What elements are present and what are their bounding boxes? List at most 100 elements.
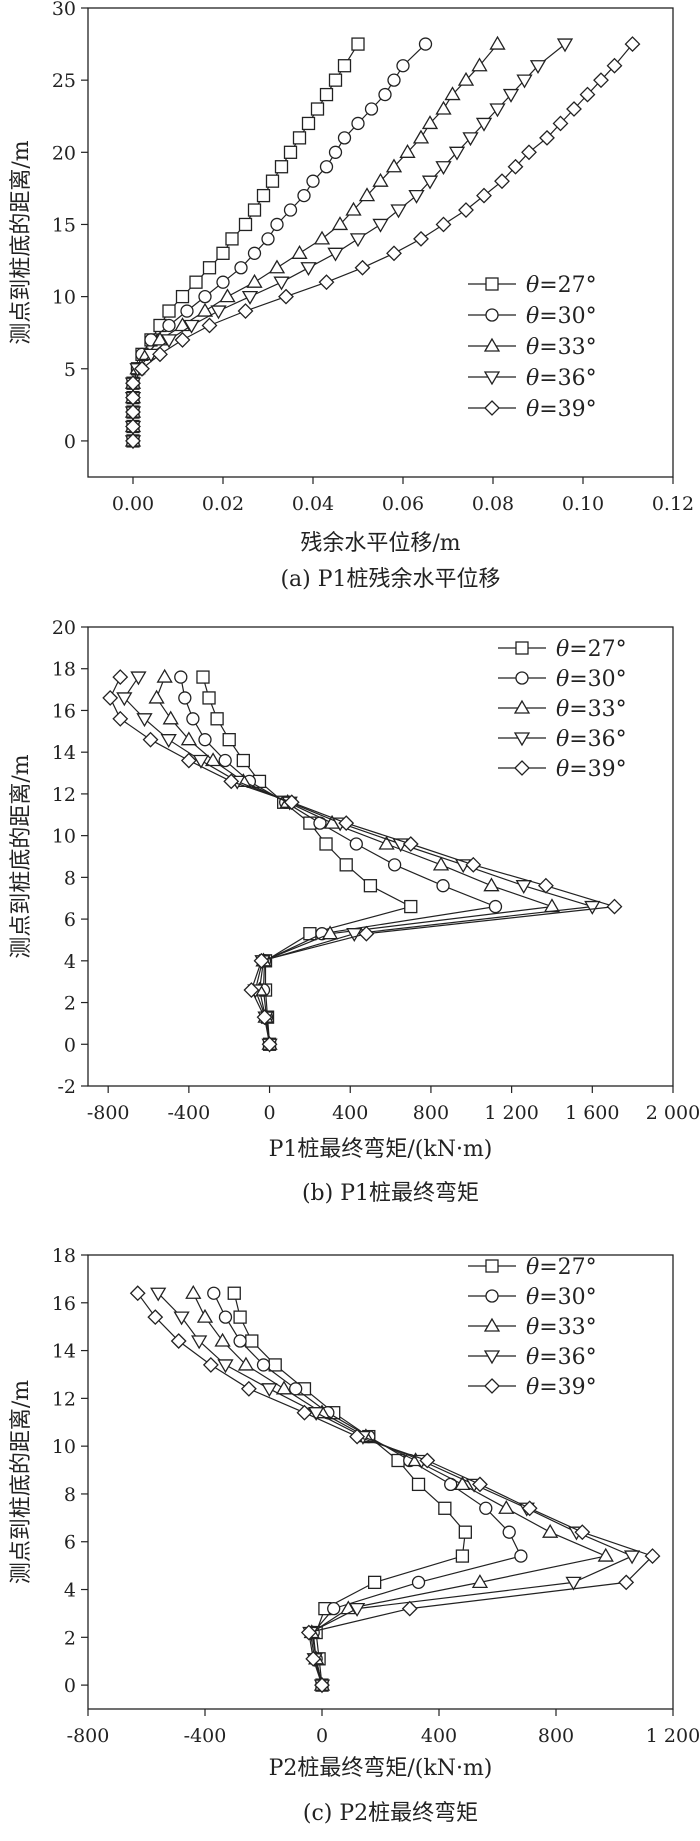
data-point [180, 731, 197, 746]
y-tick-label: 12 [52, 784, 76, 806]
data-point [273, 276, 290, 291]
data-point [328, 73, 343, 87]
legend-label: θ=39° [526, 397, 597, 422]
data-point [436, 879, 450, 893]
data-point [479, 1501, 493, 1515]
y-tick-label: 14 [52, 1341, 76, 1363]
data-point [170, 1333, 187, 1349]
data-point [246, 273, 263, 288]
data-point [574, 1524, 591, 1541]
data-point [300, 1624, 317, 1641]
data-point [223, 773, 240, 790]
data-point [218, 753, 232, 768]
data-point [349, 1428, 366, 1445]
data-point [202, 691, 216, 705]
data-point [297, 188, 311, 203]
series-line [132, 43, 633, 441]
legend-label: θ=27° [526, 273, 597, 298]
data-point [337, 59, 352, 73]
data-point [175, 289, 190, 304]
data-point [291, 245, 308, 259]
data-point [543, 898, 561, 913]
legend-entry: θ=30° [498, 667, 627, 692]
data-point [404, 899, 418, 914]
series-circle [126, 37, 433, 448]
x-tick-label: 0.08 [472, 493, 514, 515]
x-tick-label: 400 [332, 1102, 368, 1124]
x-tick-label: 800 [538, 1725, 574, 1747]
data-point [387, 858, 402, 872]
figure-caption: (c) P2桩最终弯矩 [303, 1801, 478, 1826]
x-tick-label: 2 000 [646, 1102, 700, 1124]
data-point [378, 87, 392, 102]
data-point [552, 115, 569, 132]
data-point [537, 877, 554, 894]
y-tick-label: 12 [52, 1388, 76, 1410]
legend-marker [515, 641, 529, 655]
legend-label: θ=33° [526, 335, 597, 360]
legend-entry: θ=39° [468, 1375, 597, 1400]
data-point [455, 1549, 470, 1563]
y-tick-label: 18 [52, 659, 76, 681]
data-point [483, 877, 500, 892]
legend-marker [484, 1378, 500, 1394]
x-tick-label: 0 [264, 1102, 276, 1124]
legend-entry: θ=30° [468, 1285, 597, 1310]
x-axis-title: P1桩最终弯矩/(kN·m) [269, 1137, 493, 1162]
data-point [454, 1476, 471, 1491]
y-tick-label: 16 [52, 1293, 76, 1315]
data-point [245, 1334, 259, 1348]
data-point [233, 1334, 247, 1348]
data-point [253, 952, 270, 969]
series-triangle-down [116, 671, 601, 1053]
x-tick-label: -800 [67, 1725, 110, 1747]
y-tick-label: 0 [64, 1034, 76, 1056]
data-point [162, 710, 179, 725]
data-point [408, 189, 425, 204]
data-point [217, 1359, 234, 1374]
data-point [419, 1452, 436, 1469]
data-point [390, 204, 407, 219]
data-point [349, 233, 367, 248]
legend-label: θ=36° [526, 366, 597, 391]
legend-entry: θ=27° [468, 1255, 597, 1280]
legend-marker [515, 671, 529, 685]
data-point [457, 71, 475, 86]
y-tick-label: 20 [52, 617, 76, 639]
data-point [207, 1286, 221, 1300]
series-square [196, 670, 418, 1051]
legend-marker [513, 732, 531, 747]
series-line [180, 676, 498, 1045]
data-point [387, 73, 401, 87]
data-point [328, 145, 343, 159]
y-axis-title: 测点到桩底的距离/m [9, 140, 34, 344]
data-point [644, 1548, 661, 1564]
data-point [584, 900, 601, 915]
data-point [150, 1287, 167, 1302]
data-point [411, 1477, 426, 1492]
data-point [358, 187, 376, 202]
data-point [339, 858, 353, 872]
data-point [237, 303, 254, 319]
data-point [247, 246, 262, 260]
data-point [556, 38, 574, 53]
y-tick-label: 6 [64, 1532, 76, 1554]
y-tick-label: 6 [64, 909, 76, 931]
legend-entry: θ=39° [498, 757, 627, 782]
data-point [435, 216, 452, 233]
data-point [174, 317, 191, 332]
data-point [348, 1602, 366, 1617]
data-point [162, 318, 176, 333]
x-tick-label: 0 [316, 1725, 328, 1747]
legend-label: θ=30° [556, 667, 627, 692]
data-point [308, 1407, 325, 1421]
data-point [606, 57, 623, 74]
data-point [198, 289, 212, 304]
data-point [418, 37, 433, 51]
data-point [148, 689, 165, 704]
data-point [321, 925, 339, 940]
data-point [472, 1476, 488, 1493]
x-tick-label: -400 [184, 1725, 227, 1747]
data-point [214, 1332, 231, 1347]
data-point [185, 1284, 202, 1299]
